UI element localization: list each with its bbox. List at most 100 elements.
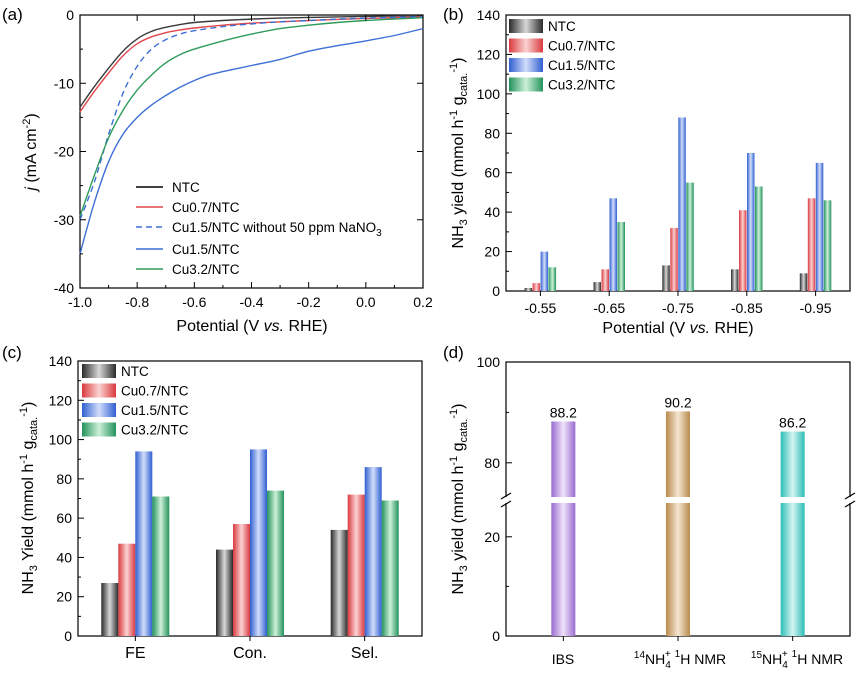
bar-b-cu1-5-ntc-2 xyxy=(678,117,686,291)
y-tick-label-b: 40 xyxy=(484,204,500,220)
bar-break-gap-d xyxy=(778,497,807,503)
axis-ticks-a: -1.0 -0.8 -0.6 -0.4 -0.2 0.0 0.2 0 -10 -20 -30 -40 xyxy=(54,7,433,310)
y-title-exp: -2 xyxy=(21,119,33,129)
bar-b-cu3-2-ntc-0 xyxy=(548,267,557,291)
y-tick-label-c: 80 xyxy=(56,471,72,487)
axis-ticks-c: 0 20 40 60 80 100 120 140 FE Con. Sel. xyxy=(49,353,379,662)
x-title-main: Potential (V xyxy=(176,318,263,335)
y-title-unit: (mA cm xyxy=(23,128,40,187)
y-axis-title-c: NH3 Yield (mmol h-1 gcata.-1) xyxy=(18,402,40,595)
legend-label-c-ntc: NTC xyxy=(121,364,149,379)
bar-b-cu3-2-ntc-1 xyxy=(617,222,625,291)
y-tick-label-b: 100 xyxy=(477,86,501,102)
y-title-j: j xyxy=(23,187,40,193)
y-tick-label-d: 20 xyxy=(484,529,500,545)
legend-label-b-ntc: NTC xyxy=(548,19,576,34)
yb-close: ) xyxy=(450,58,467,63)
line-series-nitrate-free xyxy=(79,16,424,221)
yc-nh: NH xyxy=(20,571,37,594)
legend-label-cu07: Cu0.7/NTC xyxy=(172,200,240,215)
y-tick-label-b: 120 xyxy=(477,46,501,62)
y-tick-label-b: 0 xyxy=(492,283,500,299)
bar-break-gap-d xyxy=(664,497,692,503)
legend-c: NTC Cu0.7/NTC Cu1.5/NTC Cu3.2/NTC xyxy=(82,364,189,438)
panel-b: (b) 0 20 40 60 80 100 120 140 -0.55 -0.65 -0.75 -0.… xyxy=(443,5,851,337)
bar-b-cu0-7-ntc-1 xyxy=(601,269,609,291)
yd-cata: cata. xyxy=(458,419,470,443)
x-tick-label-c: Sel. xyxy=(351,645,379,662)
legend-label-nitrate-free: Cu1.5/NTC without 50 ppm NaNO3 xyxy=(172,220,382,239)
bar-b-cu0-7-ntc-4 xyxy=(807,198,816,291)
t15-iso: 15 xyxy=(751,650,763,661)
yc-m1: -1 xyxy=(18,454,30,464)
x-tick-label-ibs: IBS xyxy=(552,651,575,667)
x-tick-label-a: 0.2 xyxy=(413,294,433,310)
bar-c-cu1-5-ntc-2 xyxy=(364,467,382,636)
yc-yield: Yield (mmol h xyxy=(20,464,37,565)
legend-label-ntc: NTC xyxy=(172,180,200,195)
bar-b-ntc-4 xyxy=(799,273,808,291)
bar-c-cu3-2-ntc-0 xyxy=(152,496,170,636)
line-series-group-a xyxy=(79,15,424,255)
axis-ticks-b: 0 20 40 60 80 100 120 140 -0.55 -0.65 -0.75 -0.85 -0… xyxy=(477,7,832,316)
t15-sub: 4 xyxy=(782,660,788,671)
bar-d-14nh4-1h-nmr xyxy=(666,411,690,636)
axis-break-gap-right xyxy=(846,497,854,503)
bar-b-ntc-3 xyxy=(731,269,739,291)
y-tick-label-a: -10 xyxy=(54,75,74,91)
line-series-cu1-5-ntc xyxy=(79,27,424,255)
bar-c-cu0-7-ntc-0 xyxy=(118,543,136,636)
legend-label-c-cu3-2-ntc: Cu3.2/NTC xyxy=(121,423,189,438)
yb-g: g xyxy=(450,97,467,110)
x-tick-label-a: -1.0 xyxy=(68,294,92,310)
y-tick-label-d: 0 xyxy=(492,628,500,644)
y-tick-label-a: -20 xyxy=(54,144,74,160)
panel-label-c: (c) xyxy=(2,343,22,362)
x-tick-label-b: -0.95 xyxy=(800,300,832,316)
bar-c-ntc-0 xyxy=(101,583,119,636)
y-axis-title-a: j (mA cm-2) xyxy=(21,113,40,192)
axis-break-mark-right xyxy=(844,492,856,500)
legend-nitrate-free-text: Cu1.5/NTC without 50 ppm NaNO xyxy=(172,220,376,235)
bar-group-b xyxy=(524,117,832,291)
panel-a: (a) -1.0 -0.8 -0.6 -0.4 -0.2 0.0 0.2 0 -10 -20 -30… xyxy=(2,5,433,335)
y-tick-label-d: 80 xyxy=(484,455,500,471)
x-title-end: RHE) xyxy=(284,318,328,335)
bar-b-cu1-5-ntc-0 xyxy=(540,251,549,291)
legend-nitrate-free-sub: 3 xyxy=(376,228,382,239)
yc-cata: cata. xyxy=(28,417,40,441)
x-tick-label-a: -0.8 xyxy=(125,294,149,310)
bar-c-cu0-7-ntc-2 xyxy=(347,494,365,636)
y-tick-label-a: 0 xyxy=(66,7,74,23)
y-tick-label-c: 120 xyxy=(49,392,73,408)
y-tick-label-c: 0 xyxy=(64,628,72,644)
t15-tail: 1 xyxy=(792,649,798,660)
legend-label-cu15: Cu1.5/NTC xyxy=(172,242,240,257)
yd-m1: -1 xyxy=(448,456,460,466)
legend-label-b-cu3-2-ntc: Cu3.2/NTC xyxy=(548,78,616,93)
yd-nh: NH xyxy=(450,571,467,594)
y-tick-label-c: 40 xyxy=(56,549,72,565)
legend-swatch-c-cu1-5-ntc xyxy=(82,403,116,417)
x-tick-label-c: Con. xyxy=(233,645,267,662)
axis-ticks-d: 0 20 80 100 xyxy=(477,354,856,644)
yc-close: ) xyxy=(20,402,37,407)
x-axis-title-a: Potential (V vs. RHE) xyxy=(176,318,327,335)
bar-b-cu3-2-ntc-4 xyxy=(823,200,832,291)
x-tick-label-a: -0.4 xyxy=(239,294,263,310)
legend-b: NTC Cu0.7/NTC Cu1.5/NTC Cu3.2/NTC xyxy=(509,19,616,93)
bar-c-cu3-2-ntc-2 xyxy=(381,500,399,636)
bar-group-d: 88.2 90.2 86.2 xyxy=(549,394,807,636)
bar-group-c xyxy=(101,449,399,636)
bar-c-cu1-5-ntc-1 xyxy=(250,449,267,636)
line-series-cu3-2-ntc xyxy=(79,17,424,217)
bar-b-cu3-2-ntc-3 xyxy=(755,186,763,291)
y-tick-label-c: 60 xyxy=(56,510,72,526)
axis-break-gap-left xyxy=(502,497,510,503)
legend-swatch-b-cu0-7-ntc xyxy=(509,38,543,53)
bar-b-cu1-5-ntc-4 xyxy=(815,162,824,291)
x-tick-label-15n: 15NH4+ 1H NMR xyxy=(751,649,843,671)
line-series-ntc xyxy=(79,15,424,108)
x-tick-label-a: -0.2 xyxy=(297,294,321,310)
